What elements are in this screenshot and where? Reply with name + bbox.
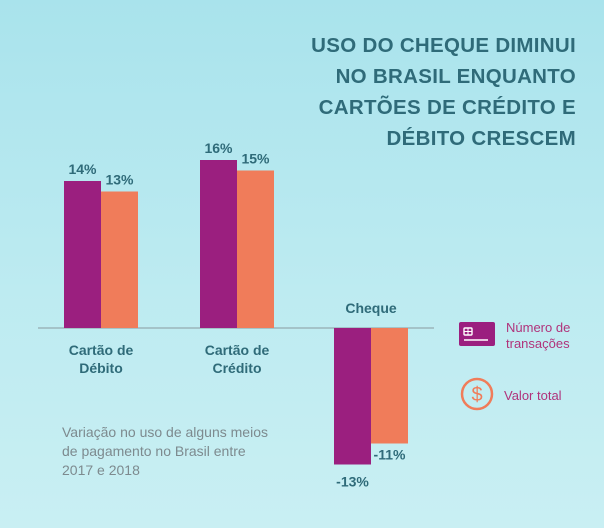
title-line-4: DÉBITO CRESCEM	[386, 127, 576, 150]
dollar-coin-icon: $	[460, 377, 494, 415]
legend-label-transacoes: Número de transações	[506, 320, 571, 351]
legend-item-transacoes: Número de transações	[458, 320, 586, 352]
chart-caption: Variação no uso de alguns meios de pagam…	[62, 424, 268, 478]
data-label-valor-0: 13%	[105, 172, 134, 188]
bar-transacoes-0	[64, 181, 101, 328]
title-line-3: CARTÕES DE CRÉDITO E	[318, 96, 576, 119]
category-label-0-line2: Débito	[79, 360, 123, 376]
data-label-transacoes-1: 16%	[204, 140, 233, 156]
data-label-valor-1: 15%	[241, 151, 270, 167]
category-label-2: Cheque	[345, 300, 397, 316]
bar-valor-1	[237, 170, 274, 328]
category-label-0-line1: Cartão de	[69, 342, 134, 358]
data-label-transacoes-0: 14%	[68, 161, 97, 177]
data-label-transacoes-2: -13%	[336, 474, 369, 490]
category-label-1-line1: Cartão de	[205, 342, 270, 358]
category-label-1-line2: Crédito	[213, 360, 262, 376]
bar-transacoes-1	[200, 160, 237, 328]
bar-valor-0	[101, 191, 138, 328]
chart-title: USO DO CHEQUE DIMINUI NO BRASIL ENQUANTO…	[256, 30, 576, 154]
credit-card-icon	[458, 321, 496, 351]
bar-transacoes-2	[334, 328, 371, 465]
legend-label-valor: Valor total	[504, 388, 562, 403]
data-label-valor-2: -11%	[374, 447, 406, 463]
bar-valor-2	[371, 328, 408, 444]
title-line-2: NO BRASIL ENQUANTO	[335, 65, 576, 88]
title-line-1: USO DO CHEQUE DIMINUI	[311, 34, 576, 57]
legend-item-valor: $ Valor total	[460, 377, 562, 415]
svg-text:$: $	[471, 384, 482, 406]
